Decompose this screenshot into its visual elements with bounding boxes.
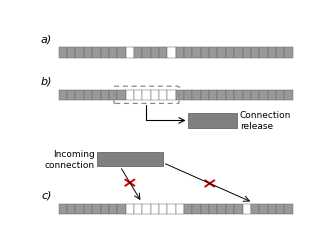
Bar <box>234 204 242 214</box>
Bar <box>217 90 226 101</box>
Text: c): c) <box>41 190 51 200</box>
Bar <box>259 48 268 58</box>
Bar <box>251 48 259 58</box>
Bar <box>226 204 234 214</box>
Bar <box>176 48 184 58</box>
Bar <box>167 90 176 101</box>
Bar <box>176 204 184 214</box>
Bar <box>109 90 117 101</box>
Bar <box>109 48 117 58</box>
Bar <box>142 90 151 101</box>
Bar <box>284 90 293 101</box>
Bar <box>242 90 251 101</box>
Bar <box>97 152 163 167</box>
Bar <box>134 48 142 58</box>
Bar <box>184 48 193 58</box>
Bar <box>134 204 142 214</box>
Bar <box>193 48 201 58</box>
Bar <box>151 90 159 101</box>
Bar <box>67 48 75 58</box>
Bar <box>159 48 167 58</box>
Bar <box>117 48 126 58</box>
Bar <box>217 48 226 58</box>
Bar <box>276 48 284 58</box>
Bar <box>226 48 234 58</box>
Bar <box>193 90 201 101</box>
Bar <box>59 90 67 101</box>
Bar <box>159 204 167 214</box>
Bar <box>184 90 193 101</box>
Bar <box>234 90 242 101</box>
Text: Incoming
connection: Incoming connection <box>44 150 94 170</box>
Bar <box>117 204 126 214</box>
Bar <box>284 204 293 214</box>
Bar <box>167 204 176 214</box>
Bar <box>251 90 259 101</box>
Bar <box>101 48 109 58</box>
Bar <box>284 48 293 58</box>
Bar <box>209 204 217 214</box>
Bar <box>92 204 101 214</box>
Bar <box>251 204 259 214</box>
Text: a): a) <box>41 34 52 44</box>
Bar <box>159 90 167 101</box>
Bar <box>201 204 209 214</box>
Bar <box>268 48 276 58</box>
Bar <box>126 90 134 101</box>
Bar <box>226 90 234 101</box>
Bar <box>84 204 92 214</box>
Bar <box>151 48 159 58</box>
Bar <box>259 204 268 214</box>
Bar <box>268 90 276 101</box>
Bar <box>209 48 217 58</box>
Bar <box>184 204 193 214</box>
Bar <box>134 90 142 101</box>
Bar <box>276 204 284 214</box>
Bar <box>67 90 75 101</box>
Bar <box>75 204 84 214</box>
Bar <box>84 48 92 58</box>
Bar <box>109 204 117 214</box>
Bar <box>209 90 217 101</box>
Bar <box>276 90 284 101</box>
Bar <box>151 204 159 214</box>
Text: Connection
release: Connection release <box>240 111 291 131</box>
Bar <box>217 204 226 214</box>
Bar <box>268 204 276 214</box>
Bar <box>167 48 176 58</box>
Bar <box>201 48 209 58</box>
Bar <box>84 90 92 101</box>
Bar <box>142 48 151 58</box>
Bar <box>75 48 84 58</box>
Bar <box>92 90 101 101</box>
Bar <box>142 204 151 214</box>
Text: b): b) <box>41 76 52 86</box>
Bar <box>176 90 184 101</box>
Bar <box>67 204 75 214</box>
Bar <box>126 204 134 214</box>
Bar <box>92 48 101 58</box>
Bar <box>126 48 134 58</box>
Bar <box>201 90 209 101</box>
Bar <box>242 204 251 214</box>
Bar <box>259 90 268 101</box>
Bar <box>101 204 109 214</box>
Bar <box>234 48 242 58</box>
Bar <box>242 48 251 58</box>
Bar <box>101 90 109 101</box>
Bar <box>59 204 67 214</box>
Bar <box>193 204 201 214</box>
Bar <box>188 114 237 128</box>
Bar <box>117 90 126 101</box>
Bar <box>59 48 67 58</box>
Bar <box>75 90 84 101</box>
